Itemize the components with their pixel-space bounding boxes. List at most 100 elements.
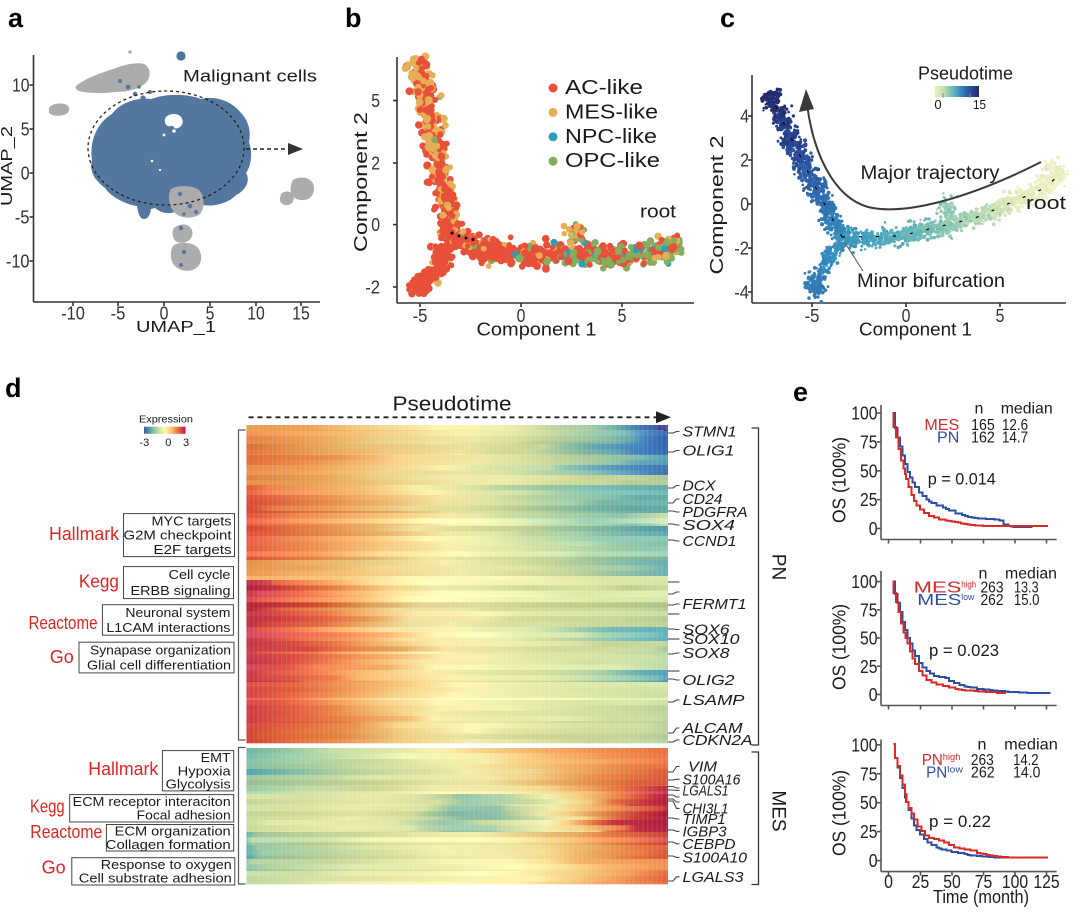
svg-text:Cell cycle: Cell cycle (169, 568, 231, 582)
svg-text:Go: Go (42, 857, 66, 877)
svg-text:2: 2 (371, 154, 380, 174)
svg-text:VIM: VIM (688, 759, 718, 776)
svg-text:-5: -5 (413, 306, 428, 326)
svg-text:Component 1: Component 1 (477, 319, 597, 340)
svg-text:0: 0 (517, 306, 526, 326)
svg-text:Response to oxygen: Response to oxygen (101, 858, 232, 872)
svg-text:75: 75 (860, 600, 878, 620)
svg-text:0: 0 (869, 685, 878, 705)
svg-text:OLIG2: OLIG2 (683, 672, 736, 689)
svg-text:p = 0.22: p = 0.22 (929, 813, 991, 831)
svg-text:25: 25 (860, 657, 878, 677)
svg-text:14.7: 14.7 (1002, 429, 1028, 446)
svg-text:median: median (1001, 400, 1053, 417)
svg-text:Kegg: Kegg (30, 796, 65, 816)
svg-text:162: 162 (971, 429, 995, 446)
svg-text:Focal adhesion: Focal adhesion (137, 809, 231, 823)
svg-text:L1CAM interactions: L1CAM interactions (106, 621, 230, 635)
svg-text:Hypoxia: Hypoxia (178, 764, 231, 778)
svg-text:Neuronal system: Neuronal system (125, 606, 230, 620)
svg-text:Expression: Expression (139, 414, 193, 426)
svg-text:Collagen formation: Collagen formation (106, 838, 231, 852)
svg-text:75: 75 (860, 432, 878, 452)
svg-text:CD24: CD24 (683, 491, 723, 508)
svg-text:25: 25 (860, 490, 878, 510)
svg-text:50: 50 (860, 629, 878, 649)
svg-text:263: 263 (971, 752, 994, 769)
svg-text:E2F targets: E2F targets (154, 543, 232, 557)
svg-text:OS (100%): OS (100%) (830, 770, 850, 856)
svg-text:100: 100 (851, 572, 877, 592)
svg-text:14.0: 14.0 (1013, 765, 1040, 782)
svg-text:Component 1: Component 1 (859, 319, 972, 340)
svg-text:4: 4 (740, 107, 749, 127)
svg-text:Glycolysis: Glycolysis (166, 778, 231, 792)
svg-text:Hallmark: Hallmark (88, 759, 159, 779)
svg-text:DCX: DCX (683, 478, 717, 495)
svg-text:IGBP3: IGBP3 (683, 824, 728, 841)
svg-text:50: 50 (943, 872, 961, 892)
svg-text:2: 2 (740, 151, 749, 171)
svg-text:-5: -5 (111, 304, 126, 324)
svg-text:EMT: EMT (201, 751, 231, 765)
svg-text:UMAP_1: UMAP_1 (136, 319, 216, 336)
svg-text:MES-like: MES-like (565, 101, 658, 123)
svg-text:median: median (1005, 565, 1057, 582)
svg-text:15: 15 (973, 97, 986, 112)
svg-text:CHI3L1: CHI3L1 (683, 801, 729, 818)
svg-text:LGALS3: LGALS3 (683, 869, 745, 886)
svg-text:100: 100 (851, 404, 877, 424)
svg-text:n: n (975, 400, 984, 417)
svg-text:PDGFRA: PDGFRA (683, 504, 748, 521)
svg-text:MYC targets: MYC targets (152, 514, 232, 528)
svg-text:PN: PN (926, 765, 947, 782)
svg-text:0: 0 (869, 851, 878, 871)
svg-text:0: 0 (21, 164, 30, 184)
svg-text:5: 5 (206, 304, 215, 324)
svg-text:CEBPD: CEBPD (683, 836, 736, 853)
svg-text:Kegg: Kegg (79, 572, 119, 592)
svg-text:25: 25 (912, 872, 930, 892)
svg-text:Reactome: Reactome (29, 613, 98, 633)
svg-text:0: 0 (902, 306, 911, 326)
svg-text:c: c (720, 3, 735, 33)
svg-text:-10: -10 (6, 252, 30, 272)
svg-text:5: 5 (996, 306, 1005, 326)
svg-text:Component 2: Component 2 (706, 136, 727, 275)
svg-text:Pseudotime: Pseudotime (393, 394, 512, 416)
svg-text:15: 15 (292, 304, 310, 324)
svg-text:-4: -4 (734, 283, 749, 303)
svg-text:high: high (961, 580, 976, 591)
svg-text:SOX6: SOX6 (683, 622, 731, 639)
svg-text:5: 5 (21, 120, 30, 140)
svg-text:25: 25 (860, 822, 878, 842)
svg-text:15.0: 15.0 (1014, 592, 1040, 609)
svg-text:5: 5 (371, 91, 380, 111)
svg-text:low: low (947, 765, 963, 776)
svg-text:Pseudotime: Pseudotime (918, 64, 1013, 84)
svg-text:14.2: 14.2 (1013, 752, 1039, 769)
svg-text:MES: MES (768, 790, 789, 831)
svg-text:Glial cell differentiation: Glial cell differentiation (87, 659, 231, 673)
svg-text:263: 263 (981, 580, 1004, 597)
svg-text:MES: MES (914, 580, 962, 597)
svg-text:S100A16: S100A16 (683, 772, 742, 789)
svg-text:5: 5 (618, 306, 627, 326)
svg-text:G2M checkpoint: G2M checkpoint (124, 529, 233, 543)
svg-text:0: 0 (740, 195, 749, 215)
svg-text:LSAMP: LSAMP (683, 692, 745, 709)
svg-text:0: 0 (884, 872, 893, 892)
svg-text:OS (100%): OS (100%) (830, 604, 850, 690)
svg-text:262: 262 (971, 765, 995, 782)
svg-text:Cell substrate adhesion: Cell substrate adhesion (79, 872, 232, 886)
svg-text:TIMP1: TIMP1 (683, 811, 726, 828)
svg-text:75: 75 (975, 872, 993, 892)
svg-text:0: 0 (160, 304, 169, 324)
svg-text:high: high (943, 752, 961, 763)
svg-text:FERMT1: FERMT1 (683, 596, 747, 613)
svg-text:ERBB signaling: ERBB signaling (131, 584, 231, 598)
svg-text:STMN1: STMN1 (683, 424, 737, 441)
svg-text:3: 3 (183, 437, 189, 449)
svg-text:Component 2: Component 2 (350, 112, 371, 252)
svg-text:12.6: 12.6 (1002, 417, 1028, 434)
